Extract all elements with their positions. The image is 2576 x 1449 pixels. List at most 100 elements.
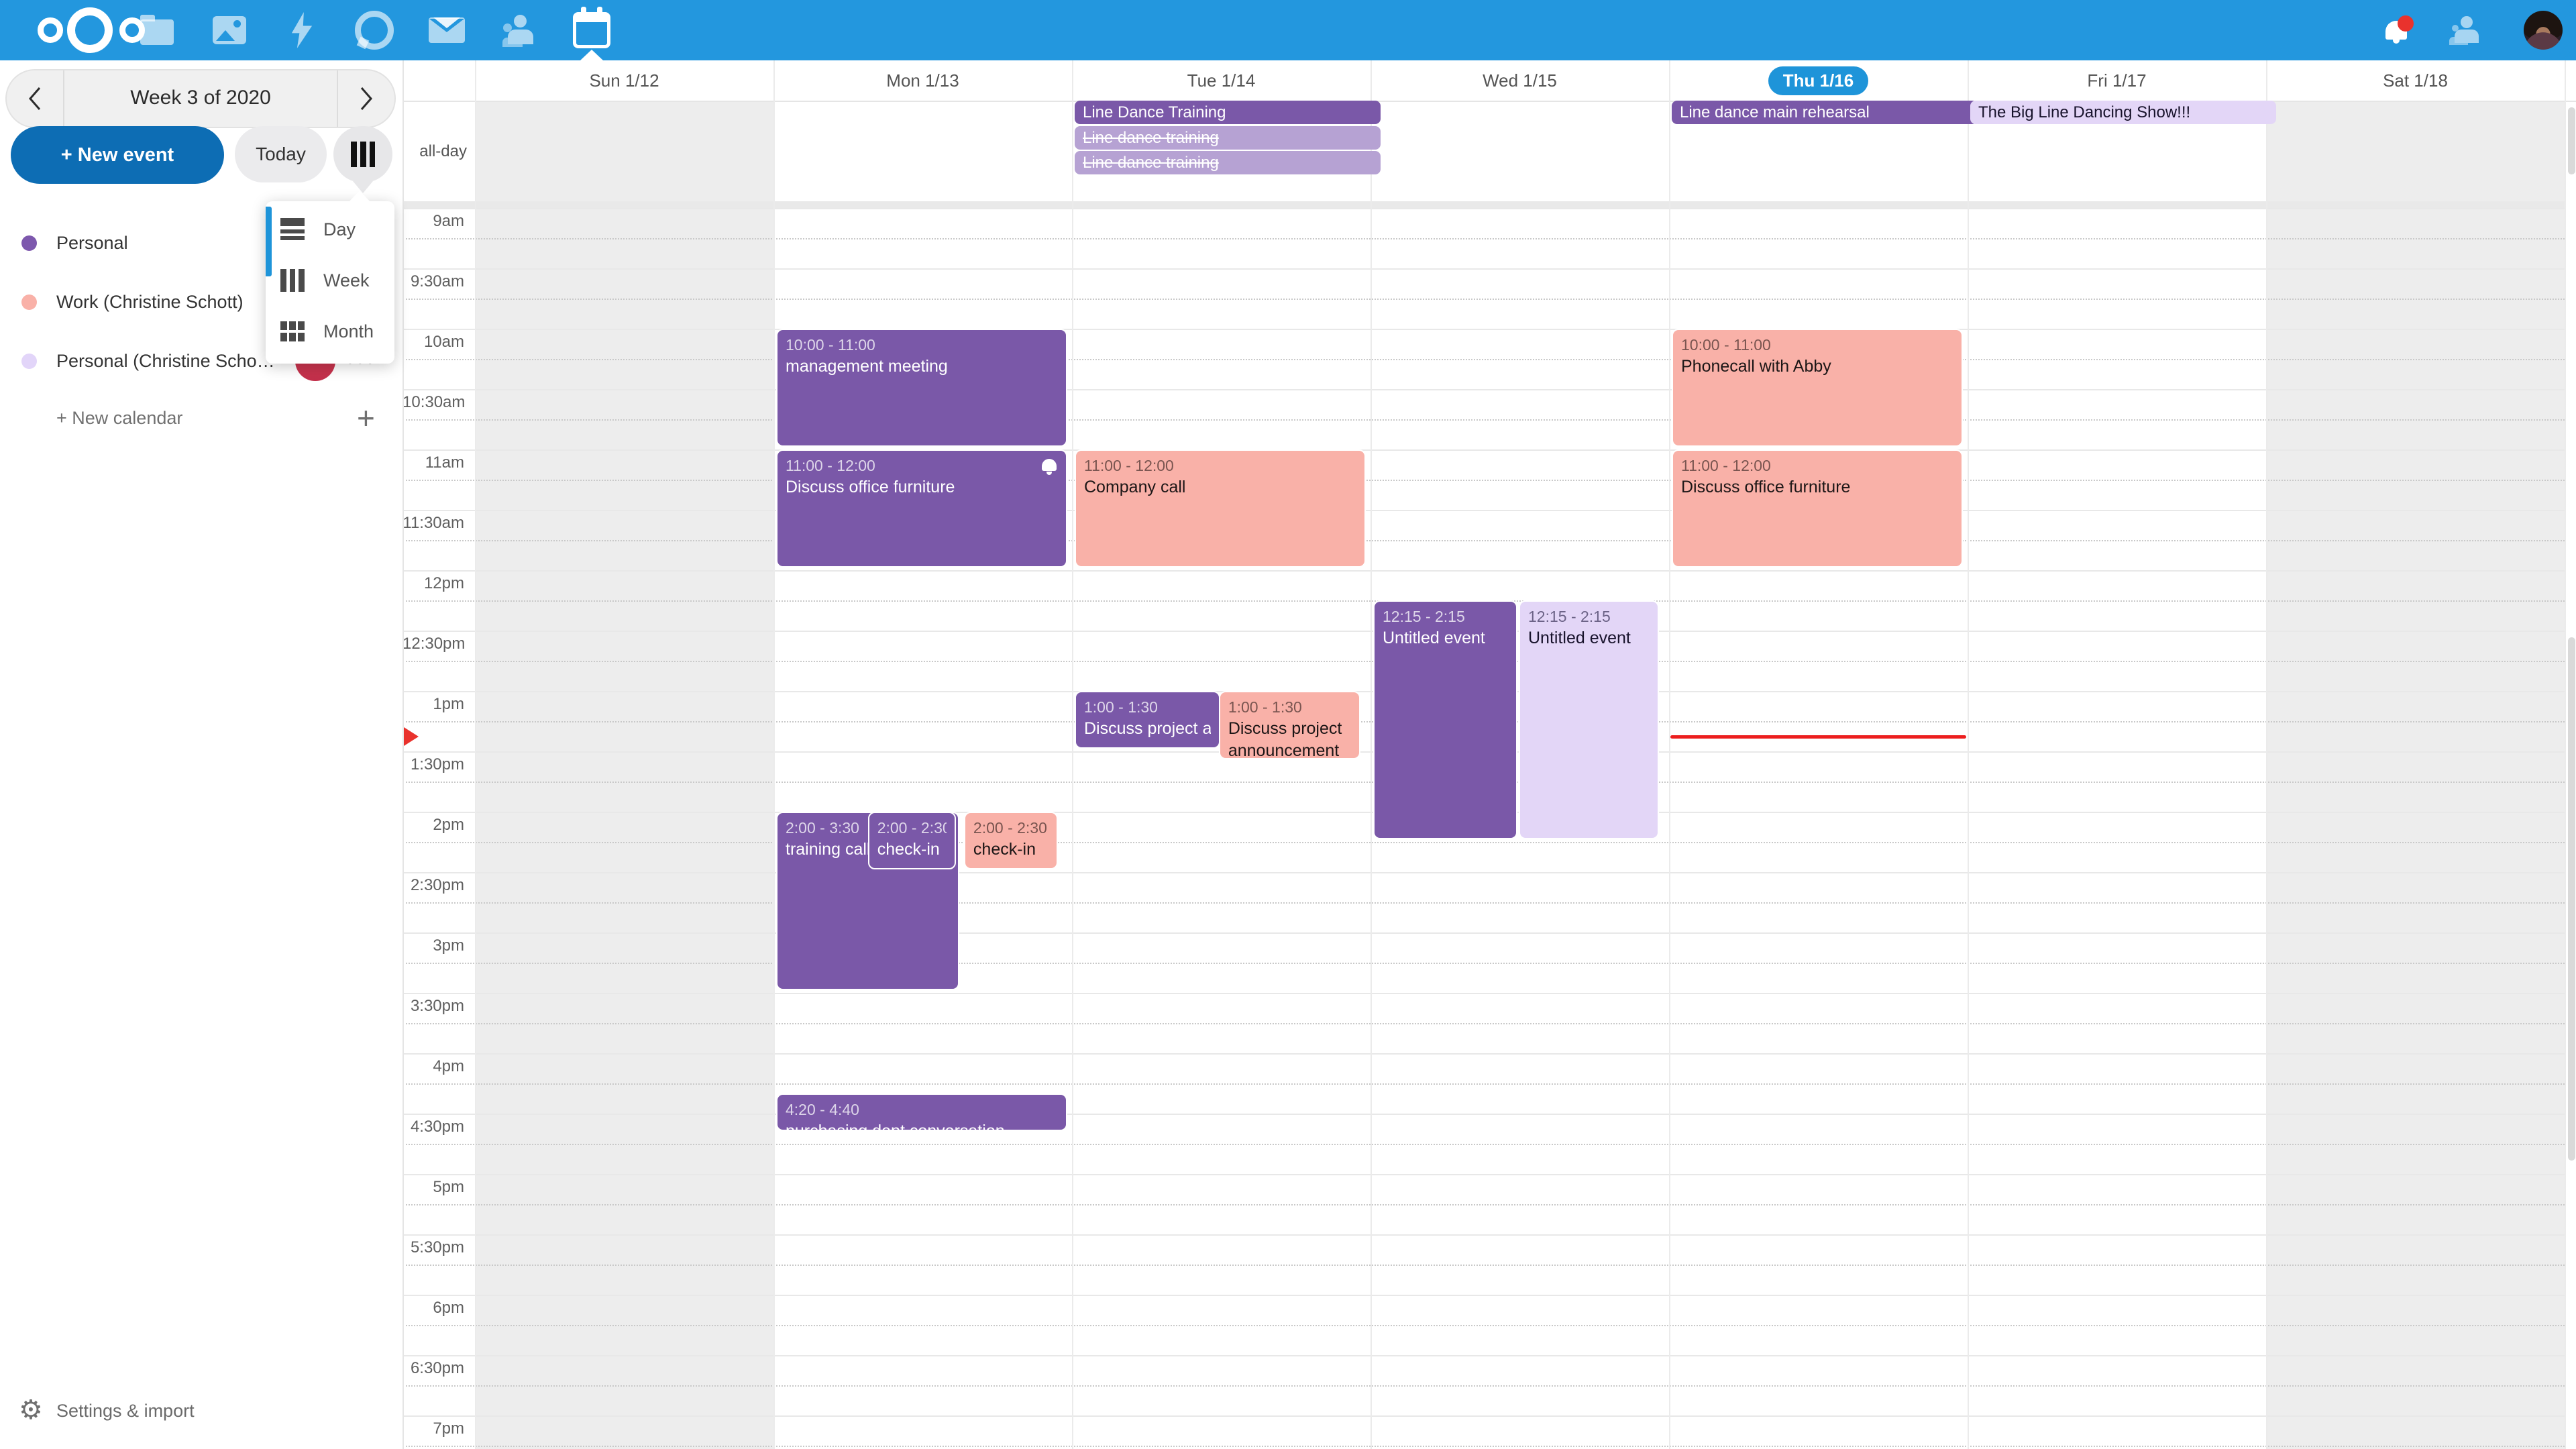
day-column[interactable] (475, 101, 773, 1449)
event[interactable]: 4:20 - 4:40 purchasing dept conversation (776, 1093, 1067, 1131)
calendar-name: Work (Christine Schott) (56, 291, 244, 312)
event[interactable]: 10:00 - 11:00 Phonecall with Abby (1672, 329, 1963, 447)
allday-event[interactable]: Line dance main rehearsal (1672, 101, 1978, 124)
view-menu: Day Week Month (266, 191, 394, 364)
app-files-icon[interactable] (121, 0, 193, 60)
event-title: training call (786, 840, 871, 859)
quarter-gridline (402, 963, 2565, 964)
time-label: 11:30am (402, 514, 464, 532)
column-border (2565, 60, 2566, 1449)
gear-icon: ⚙ (19, 1395, 43, 1425)
new-event-button[interactable]: + New event (11, 126, 224, 184)
day-column[interactable] (1072, 101, 1371, 1449)
event[interactable]: 12:15 - 2:15 Untitled event (1519, 600, 1659, 839)
hour-gridline (402, 932, 2565, 934)
app-photos-icon[interactable] (193, 0, 266, 60)
today-button[interactable]: Today (235, 126, 327, 182)
new-calendar-button[interactable]: + New calendar + (0, 390, 402, 449)
event[interactable]: 11:00 - 12:00 Company call (1075, 449, 1366, 568)
day-column[interactable] (2266, 101, 2565, 1449)
hour-gridline (402, 993, 2565, 994)
contacts-menu-icon[interactable] (2449, 16, 2482, 44)
allday-event[interactable]: Line dance training (1075, 151, 1381, 174)
event[interactable]: 2:00 - 2:30 check-in (867, 812, 956, 869)
notifications-button[interactable] (2385, 15, 2414, 44)
previous-week-button[interactable] (7, 70, 63, 127)
day-header-wed[interactable]: Wed 1/15 (1483, 70, 1557, 91)
event-time: 4:20 - 4:40 (786, 1101, 859, 1118)
event-time: 10:00 - 11:00 (786, 336, 875, 354)
event-time: 11:00 - 12:00 (1681, 457, 1771, 474)
sidebar-calendar-item[interactable]: Work (Christine Schott) (0, 272, 402, 331)
day-column[interactable] (1968, 101, 2266, 1449)
allday-event[interactable]: Line Dance Training (1075, 101, 1381, 124)
app-talk-icon[interactable] (338, 0, 411, 60)
week-label[interactable]: Week 3 of 2020 (63, 70, 338, 127)
header-divider (402, 101, 2576, 102)
week-view-icon (351, 142, 375, 167)
app-activity-icon[interactable] (266, 0, 338, 60)
column-border (1669, 60, 1670, 1449)
event-time: 2:00 - 3:30 (786, 819, 859, 837)
quarter-gridline (402, 540, 2565, 541)
app-contacts-icon[interactable] (483, 0, 555, 60)
view-menu-item-week[interactable]: Week (266, 255, 394, 306)
quarter-gridline (402, 1023, 2565, 1024)
quarter-gridline (402, 1083, 2565, 1085)
day-header-thu[interactable]: Thu 1/16 (1669, 60, 1968, 101)
view-menu-item-label: Week (323, 270, 370, 290)
app-calendar-icon[interactable] (555, 0, 628, 60)
week-navigation: Week 3 of 2020 (5, 69, 396, 128)
avatar[interactable] (2524, 11, 2563, 50)
day-header-sun[interactable]: Sun 1/12 (589, 70, 659, 91)
event[interactable]: 12:15 - 2:15 Untitled event (1373, 600, 1517, 839)
time-label: 9:30am (410, 272, 464, 290)
allday-scrollbar-thumb[interactable] (2568, 107, 2575, 174)
event-title: check-in (877, 840, 940, 859)
app-mail-icon[interactable] (411, 0, 483, 60)
allday-event[interactable]: The Big Line Dancing Show!!! (1970, 101, 2276, 124)
column-border (773, 60, 775, 1449)
quarter-gridline (402, 419, 2565, 421)
time-label: 7pm (433, 1419, 464, 1438)
hour-gridline (402, 872, 2565, 873)
event[interactable]: 2:00 - 2:30 check-in (963, 812, 1058, 869)
calendar-color-dot (21, 235, 37, 251)
calendar-color-dot (21, 353, 37, 369)
time-label: 10:30am (402, 393, 466, 411)
day-header-sat[interactable]: Sat 1/18 (2383, 70, 2448, 91)
event-title: Phonecall with Abby (1681, 357, 1831, 376)
allday-label: all-day (419, 142, 467, 160)
column-border (2266, 60, 2267, 1449)
next-week-button[interactable] (338, 70, 394, 127)
time-label: 1pm (433, 695, 464, 713)
day-column[interactable] (773, 101, 1072, 1449)
day-column[interactable] (1669, 101, 1968, 1449)
allday-event[interactable]: Line dance training (1075, 125, 1381, 150)
day-header-mon[interactable]: Mon 1/13 (886, 70, 959, 91)
settings-import-button[interactable]: ⚙ Settings & import (0, 1391, 402, 1432)
event[interactable]: 11:00 - 12:00 Discuss office furniture (776, 449, 1067, 568)
view-menu-item-day[interactable]: Day (266, 204, 394, 255)
time-label: 1:30pm (410, 755, 464, 773)
view-toggle-button[interactable] (333, 126, 392, 182)
view-menu-item-month[interactable]: Month (266, 306, 394, 357)
column-border (475, 60, 476, 1449)
day-view-icon (280, 218, 305, 241)
day-column[interactable] (1371, 101, 1669, 1449)
event[interactable]: 10:00 - 11:00 management meeting (776, 329, 1067, 447)
grid-scrollbar-thumb[interactable] (2568, 637, 2575, 1161)
event[interactable]: 1:00 - 1:30 Discuss project announcement (1075, 691, 1220, 749)
event[interactable]: 11:00 - 12:00 Discuss office furniture (1672, 449, 1963, 568)
time-label: 9am (433, 212, 464, 230)
day-header-fri[interactable]: Fri 1/17 (2087, 70, 2147, 91)
hour-gridline (402, 570, 2565, 572)
sidebar-calendar-item[interactable]: Personal (0, 213, 402, 272)
day-header-tue[interactable]: Tue 1/14 (1187, 70, 1256, 91)
event-title: Discuss office furniture (1681, 478, 1851, 496)
event[interactable]: 1:00 - 1:30 Discuss project announcement (1218, 691, 1360, 759)
time-label: 6:30pm (410, 1359, 464, 1377)
hour-gridline (402, 1295, 2565, 1296)
time-label: 3pm (433, 936, 464, 955)
